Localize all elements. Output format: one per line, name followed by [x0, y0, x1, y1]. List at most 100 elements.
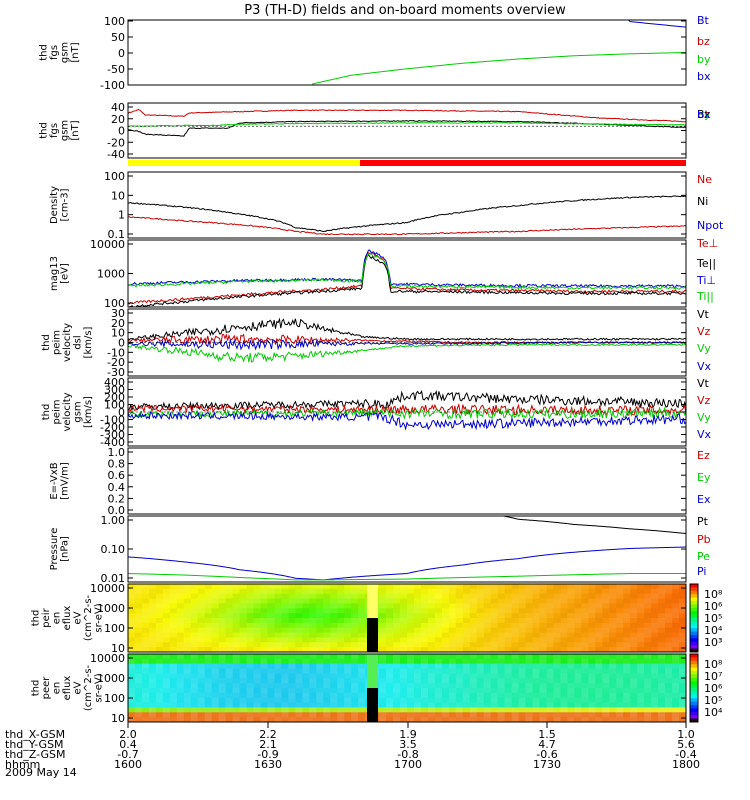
- y-tick-label: 0: [118, 125, 125, 138]
- colorbar-tick-label: 10⁴: [704, 624, 723, 637]
- y-tick-label: 100: [104, 399, 125, 412]
- legend-Npot: Npot: [697, 219, 724, 232]
- legend-Vt: Vt: [697, 308, 710, 321]
- series-Pi-line: [128, 546, 686, 581]
- legend-Ne: Ne: [697, 173, 712, 186]
- y-axis-label: thdfgsgsm[nT]: [38, 120, 81, 141]
- y-tick-label: 1.00: [101, 514, 126, 527]
- series-Ni-line: [128, 195, 686, 233]
- y-axis-label: Density[cm-3]: [49, 186, 71, 224]
- y-tick-label: 0: [118, 47, 125, 60]
- y-tick-label: 100: [104, 170, 125, 183]
- series-Ti||-line: [128, 253, 686, 291]
- x-tick-label: 3.5: [399, 738, 417, 751]
- x-tick-label: 1630: [254, 758, 282, 771]
- y-tick-label: -40: [107, 148, 125, 161]
- y-tick-label: -30: [107, 366, 125, 379]
- spectrogram-ion: [128, 584, 686, 652]
- y-tick-label: 100: [104, 622, 125, 635]
- x-axis: thd_X-GSM 2.0 2.2 1.9 1.5 1.0 thd_Y-GSM 0.4 2.1 3…: [5, 722, 700, 771]
- panel-frame: [127, 653, 687, 723]
- panel-frame: [127, 171, 687, 239]
- y-tick-label: 10000: [90, 582, 125, 595]
- x-tick-label: -0.8: [397, 748, 418, 761]
- legend-Ez: Ez: [697, 449, 710, 462]
- series-Vt-line: [128, 389, 686, 412]
- x-tick-label: 1730: [533, 758, 561, 771]
- y-tick-label: -100: [100, 79, 125, 92]
- legend-Vz: Vz: [697, 394, 711, 407]
- y-tick-label: 0.0: [108, 504, 126, 517]
- series-Te⊥-line: [128, 252, 686, 305]
- legend-bx: bx: [697, 108, 711, 121]
- series-Vy-line: [128, 406, 686, 420]
- y-tick-label: -20: [107, 136, 125, 149]
- y-tick-label: 300: [104, 384, 125, 397]
- x-tick-label: 1.9: [399, 728, 417, 741]
- date-label: 2009 May 14: [5, 766, 77, 779]
- series-Pt-line: [500, 516, 686, 535]
- legend-Pi: Pi: [697, 565, 706, 578]
- y-tick-label: 1.0: [108, 446, 126, 459]
- colorbar-tick-label: 10⁸: [704, 588, 723, 601]
- colorbar-tick-label: 10⁶: [704, 600, 723, 613]
- legend-Pe: Pe: [697, 550, 710, 563]
- series-Vx-line: [128, 410, 686, 431]
- colorbar-tick-label: 10⁵: [704, 612, 722, 625]
- colorbar-tick-label: 10³: [704, 636, 722, 649]
- y-tick-label: 0.2: [108, 492, 126, 505]
- legend-Bt: Bt: [697, 14, 710, 27]
- x-tick-label: -0.4: [675, 748, 696, 761]
- chart-title: P3 (TH-D) fields and on-board moments ov…: [244, 3, 566, 18]
- y-tick-label: 30: [111, 307, 125, 320]
- colorbar-tick-label: 10⁷: [704, 670, 722, 683]
- y-tick-label: 50: [111, 31, 125, 44]
- panel-frame: [127, 19, 687, 86]
- panel-7: Ez Ey Ex 1.00.80.60.40.20.0 E=-VxB[mV/m]: [49, 446, 711, 517]
- data-gap-block: [367, 618, 378, 652]
- x-tick-label: 2.2: [259, 728, 277, 741]
- y-tick-label: 10000: [90, 652, 125, 665]
- legend-Ti⊥: Ti⊥: [696, 274, 716, 287]
- x-tick-label: 5.6: [677, 738, 695, 751]
- y-tick-label: 100: [104, 15, 125, 28]
- mode-status-bar: [128, 160, 686, 166]
- x-tick-label: 1.0: [677, 728, 695, 741]
- x-row-label: hhmm: [5, 758, 40, 771]
- x-tick-label: 4.7: [538, 738, 556, 751]
- y-axis-label: thdpeimvelocitydsl[km/s]: [41, 323, 94, 362]
- y-tick-label: 200: [104, 391, 125, 404]
- x-tick-label: 1.5: [538, 728, 556, 741]
- x-tick-label: 0.4: [119, 738, 137, 751]
- colorbar-tick-label: 10⁸: [704, 658, 723, 671]
- y-tick-label: 10000: [90, 238, 125, 251]
- legend-Vy: Vy: [697, 411, 711, 424]
- panel-frame: [127, 583, 687, 653]
- colorbar-tick-label: 10⁶: [704, 682, 723, 695]
- x-tick-label: 1600: [114, 758, 142, 771]
- panel-4: Te⊥ Te|| Ti⊥ Ti|| 10000 1000 100 mag13[eV]: [49, 237, 718, 310]
- panel-frame: [127, 447, 687, 515]
- spectrogram-electron: [128, 654, 686, 722]
- panel-1: Bt bz by bx 100 50 0 -50 -100 thdfgsgsm[nT]: [38, 14, 711, 92]
- y-tick-label: 1: [118, 209, 125, 222]
- y-tick-label: -50: [107, 63, 125, 76]
- legend-Te⊥: Te⊥: [696, 237, 718, 250]
- y-tick-label: 0.01: [101, 572, 126, 585]
- y-tick-label: 100: [104, 692, 125, 705]
- y-tick-label: 0.4: [108, 481, 126, 494]
- series-Vy-line: [128, 343, 686, 363]
- legend-Vt: Vt: [697, 377, 710, 390]
- status-bar-red: [360, 160, 686, 166]
- legend-bz: bz: [697, 108, 710, 121]
- series-Vz-line: [128, 403, 686, 417]
- legend-Te||: Te||: [696, 257, 716, 270]
- y-tick-label: 0: [118, 406, 125, 419]
- y-tick-label: 10: [111, 642, 125, 655]
- legend-Bt: Bt: [697, 108, 710, 121]
- panel-frame: [127, 239, 687, 308]
- y-tick-label: -400: [100, 436, 125, 449]
